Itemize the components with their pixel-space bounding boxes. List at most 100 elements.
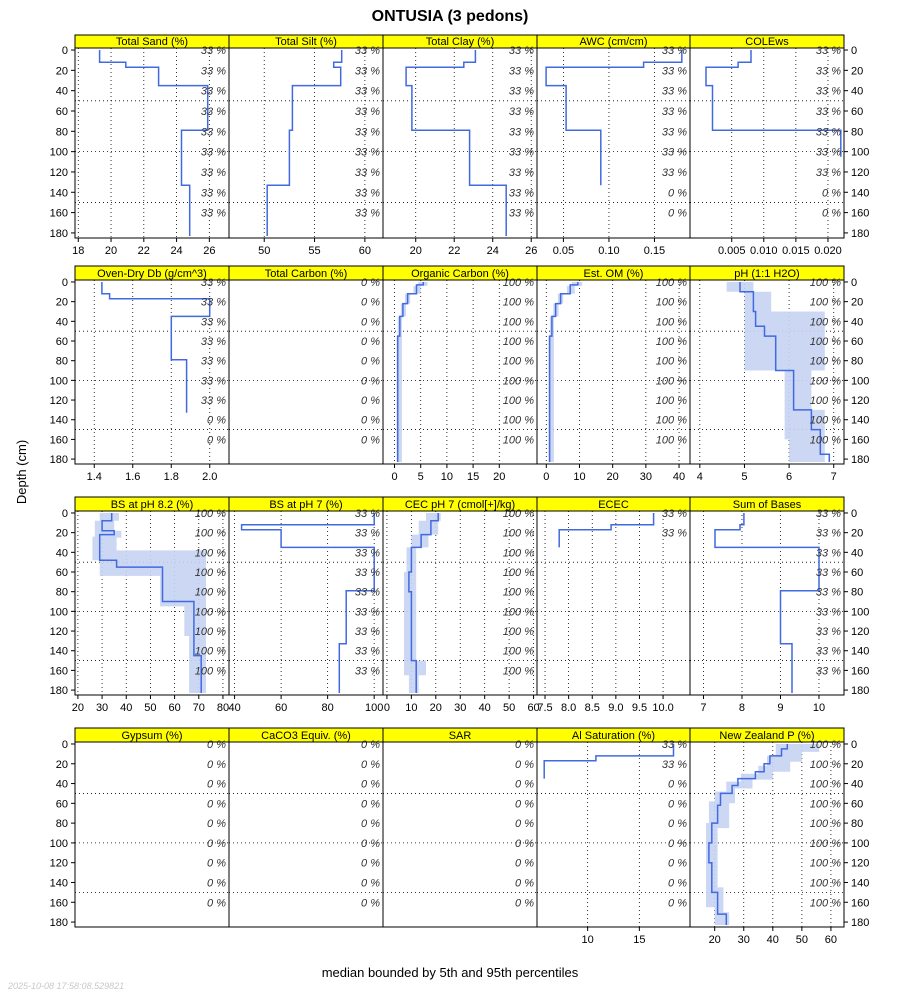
y-tick-label: 180 xyxy=(50,454,68,466)
y-tick-label: 20 xyxy=(851,759,863,771)
panel-7: Total Carbon (%) 0 % 0 % 0 % 0 % 0 % 0 % 0 % 0 %… xyxy=(228,265,384,465)
y-tick-label: 180 xyxy=(851,917,869,929)
y-tick-label: 60 xyxy=(56,336,68,348)
pct-label: 0 % xyxy=(515,877,534,889)
y-tick-label: 60 xyxy=(851,567,863,579)
y-tick-label: 140 xyxy=(50,877,68,889)
x-tick-label: 10 xyxy=(582,934,594,946)
y-tick-label: 80 xyxy=(851,818,863,830)
panel-strip-label: COLEws xyxy=(745,36,789,48)
pct-label: 0 % xyxy=(668,877,687,889)
pct-label: 100 % xyxy=(503,316,534,328)
pct-label: 0 % xyxy=(207,877,226,889)
y-tick-label: 140 xyxy=(50,646,68,658)
pct-label: 0 % xyxy=(668,798,687,810)
percentile-band xyxy=(706,744,820,925)
x-tick-label: 22 xyxy=(138,245,150,257)
x-tick-label: 8.5 xyxy=(585,702,600,714)
x-tick-label: 0 xyxy=(391,471,397,483)
pct-label: 0 % xyxy=(207,838,226,850)
panel-16: Gypsum (%) 0 % 0 % 0 % 0 % 0 % 0 % 0 % 0 % 0 % 0 20… xyxy=(50,727,230,929)
y-tick-label: 180 xyxy=(851,228,869,240)
median-line xyxy=(101,282,211,413)
panel-frame xyxy=(74,741,230,928)
x-tick-label: 1.6 xyxy=(125,471,140,483)
pct-label: 33 % xyxy=(201,375,226,387)
pct-label: 33 % xyxy=(816,126,841,138)
x-tick-label: 60 xyxy=(825,934,837,946)
y-tick-label: 20 xyxy=(56,65,68,77)
x-tick-label: 9.0 xyxy=(608,702,623,714)
y-tick-label: 120 xyxy=(851,626,869,638)
y-tick-label: 120 xyxy=(851,167,869,179)
y-tick-label: 180 xyxy=(851,454,869,466)
panel-grid-lines xyxy=(537,280,690,464)
pct-label: 33 % xyxy=(355,626,380,638)
panel-strip-label: Est. OM (%) xyxy=(584,268,644,280)
pct-label: 33 % xyxy=(355,508,380,520)
pct-label: 0 % xyxy=(668,838,687,850)
x-tick-label: 6 xyxy=(786,471,792,483)
panel-strip-label: Organic Carbon (%) xyxy=(411,268,509,280)
x-tick-label: 10 xyxy=(405,702,417,714)
y-tick-label: 120 xyxy=(851,858,869,870)
x-tick-label: 0 xyxy=(543,471,549,483)
pct-label: 33 % xyxy=(816,587,841,599)
pct-label: 33 % xyxy=(201,356,226,368)
pct-label: 33 % xyxy=(816,626,841,638)
x-tick-label: 60 xyxy=(359,245,371,257)
panel-frame xyxy=(689,47,845,239)
y-tick-label: 0 xyxy=(851,45,857,57)
pct-label: 33 % xyxy=(509,45,534,57)
pct-label: 0 % xyxy=(361,798,380,810)
y-tick-label: 0 xyxy=(62,277,68,289)
panel-frame xyxy=(689,741,845,928)
pct-label: 100 % xyxy=(810,316,841,328)
x-tick-label: 20 xyxy=(72,702,84,714)
x-tick-label: 0.15 xyxy=(644,245,665,257)
pct-label: 100 % xyxy=(810,434,841,446)
x-tick-label: 22 xyxy=(448,245,460,257)
pct-label: 0 % xyxy=(822,208,841,220)
pct-label: 100 % xyxy=(503,587,534,599)
panel-4: AWC (cm/cm) 33 % 33 % 33 % 33 % 33 % 33 % 33 % 0… xyxy=(536,34,691,257)
median-line xyxy=(705,50,842,157)
pct-label: 100 % xyxy=(656,316,687,328)
y-tick-label: 60 xyxy=(851,798,863,810)
pct-label: 33 % xyxy=(816,86,841,98)
panel-grid-lines xyxy=(383,280,537,464)
y-tick-label: 160 xyxy=(851,434,869,446)
x-tick-label: 80 xyxy=(217,702,229,714)
y-tick-label: 0 xyxy=(851,508,857,520)
pct-label: 0 % xyxy=(361,434,380,446)
x-tick-label: 26 xyxy=(203,245,215,257)
y-tick-label: 100 xyxy=(50,147,68,159)
panel-18: SAR 0 % 0 % 0 % 0 % 0 % 0 % 0 % 0 % 0 % xyxy=(382,727,538,928)
y-tick-label: 180 xyxy=(50,685,68,697)
y-tick-label: 40 xyxy=(56,779,68,791)
x-tick-label: 24 xyxy=(487,245,499,257)
pct-label: 100 % xyxy=(656,415,687,427)
x-tick-label: 30 xyxy=(738,934,750,946)
y-tick-label: 160 xyxy=(851,665,869,677)
pct-label: 0 % xyxy=(361,395,380,407)
pct-label: 0 % xyxy=(207,798,226,810)
pct-label: 100 % xyxy=(810,375,841,387)
median-line xyxy=(739,282,831,462)
pct-label: 100 % xyxy=(656,277,687,289)
y-tick-label: 180 xyxy=(50,228,68,240)
y-tick-label: 20 xyxy=(851,65,863,77)
y-tick-label: 80 xyxy=(851,126,863,138)
pct-label: 0 % xyxy=(668,208,687,220)
pct-label: 33 % xyxy=(816,167,841,179)
pct-label: 33 % xyxy=(201,277,226,289)
panel-3: Total Clay (%) 33 % 33 % 33 % 33 % 33 % 33 % 33… xyxy=(382,34,538,257)
pct-label: 33 % xyxy=(662,759,687,771)
pct-label: 33 % xyxy=(201,187,226,199)
pct-label: 100 % xyxy=(503,547,534,559)
pct-label: 33 % xyxy=(355,45,380,57)
pct-label: 33 % xyxy=(509,187,534,199)
y-tick-label: 80 xyxy=(56,126,68,138)
panel-strip-label: Oven-Dry Db (g/cm^3) xyxy=(97,268,207,280)
pct-label: 0 % xyxy=(361,779,380,791)
